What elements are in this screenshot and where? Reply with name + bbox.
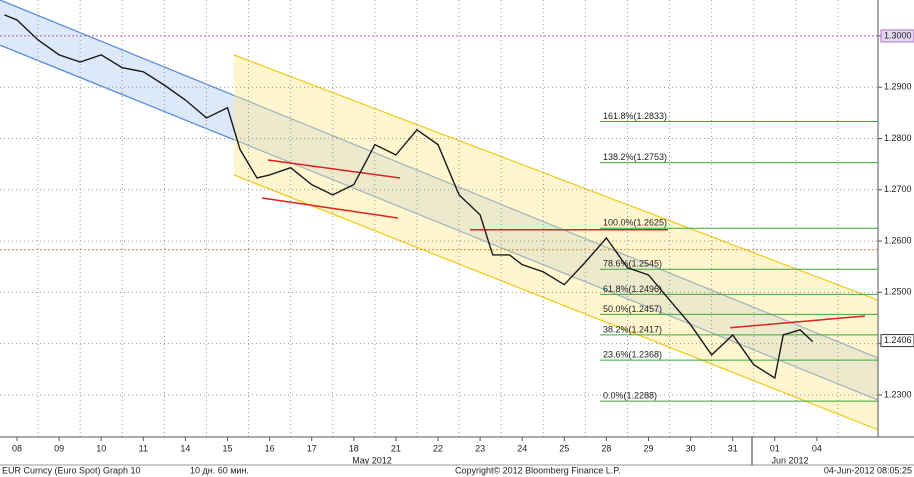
x-tick-label: 08: [12, 443, 22, 453]
channel-line: [0, 44, 879, 401]
x-tick-label: 22: [433, 443, 443, 453]
fib-label: 61.8%(1.2496): [603, 284, 662, 294]
channel-band: [0, 0, 878, 401]
fib-label: 138.2%(1.2753): [603, 152, 667, 162]
channel-band: [233, 54, 879, 430]
footer-copyright: Copyright© 2012 Bloomberg Finance L.P.: [455, 465, 621, 475]
footer-period: 10 дн. 60 мин.: [190, 465, 249, 475]
x-tick-label: 17: [307, 443, 317, 453]
y-tick-label: 1.2900: [884, 82, 912, 92]
x-tick-label: 09: [54, 443, 64, 453]
x-tick-label: 01: [770, 443, 780, 453]
trendline: [730, 315, 865, 329]
x-tick-label: 25: [559, 443, 569, 453]
x-tick-label: 16: [265, 443, 275, 453]
y-tick-label: 1.3000: [884, 30, 912, 40]
channel-line: [0, 0, 879, 359]
y-tick-label: 1.2700: [884, 184, 912, 194]
channel-line: [233, 54, 879, 301]
x-tick-label: 28: [601, 443, 611, 453]
trendline: [267, 159, 401, 179]
trendline: [261, 197, 399, 219]
fib-label: 23.6%(1.2368): [603, 349, 662, 359]
x-tick-label: 15: [223, 443, 233, 453]
channel-line: [233, 174, 879, 431]
price-line: [4, 14, 814, 380]
month-label: May 2012: [352, 455, 392, 465]
x-tick-label: 11: [139, 443, 148, 453]
y-tick-label: 1.2300: [884, 389, 912, 399]
x-tick-label: 29: [644, 443, 654, 453]
x-tick-label: 04: [812, 443, 822, 453]
fib-label: 38.2%(1.2417): [603, 324, 662, 334]
fib-label: 0.0%(1.2288): [603, 390, 657, 400]
last-price-label: 1.2406: [884, 335, 912, 345]
plot-area: 161.8%(1.2833) 138.2%(1.2753) 100.0%(1.262…: [0, 0, 879, 437]
y-tick-label: 1.2600: [884, 235, 912, 245]
footer-security: EUR Curncy (Euro Spot) Graph 10: [2, 465, 141, 475]
x-tick-label: 10: [96, 443, 106, 453]
x-tick-label: 14: [180, 443, 190, 453]
month-label: Jun 2012: [771, 455, 808, 465]
x-tick-label: 31: [728, 443, 738, 453]
last-price-box: [880, 334, 914, 348]
fib-label: 78.6%(1.2545): [603, 259, 662, 269]
fib-label: 50.0%(1.2457): [603, 304, 662, 314]
x-tick-label: 30: [686, 443, 696, 453]
fib-label: 100.0%(1.2625): [603, 218, 667, 228]
footer-timestamp: 04-Jun-2012 08:05:25: [824, 465, 912, 475]
y-tick-highlight: [880, 29, 914, 43]
x-tick-label: 18: [349, 443, 359, 453]
x-tick-label: 24: [517, 443, 527, 453]
x-tick-label: 23: [475, 443, 485, 453]
x-tick-label: 21: [391, 443, 401, 453]
y-tick-label: 1.2500: [884, 287, 912, 297]
fib-label: 161.8%(1.2833): [603, 111, 667, 121]
y-tick-label: 1.2800: [884, 133, 912, 143]
